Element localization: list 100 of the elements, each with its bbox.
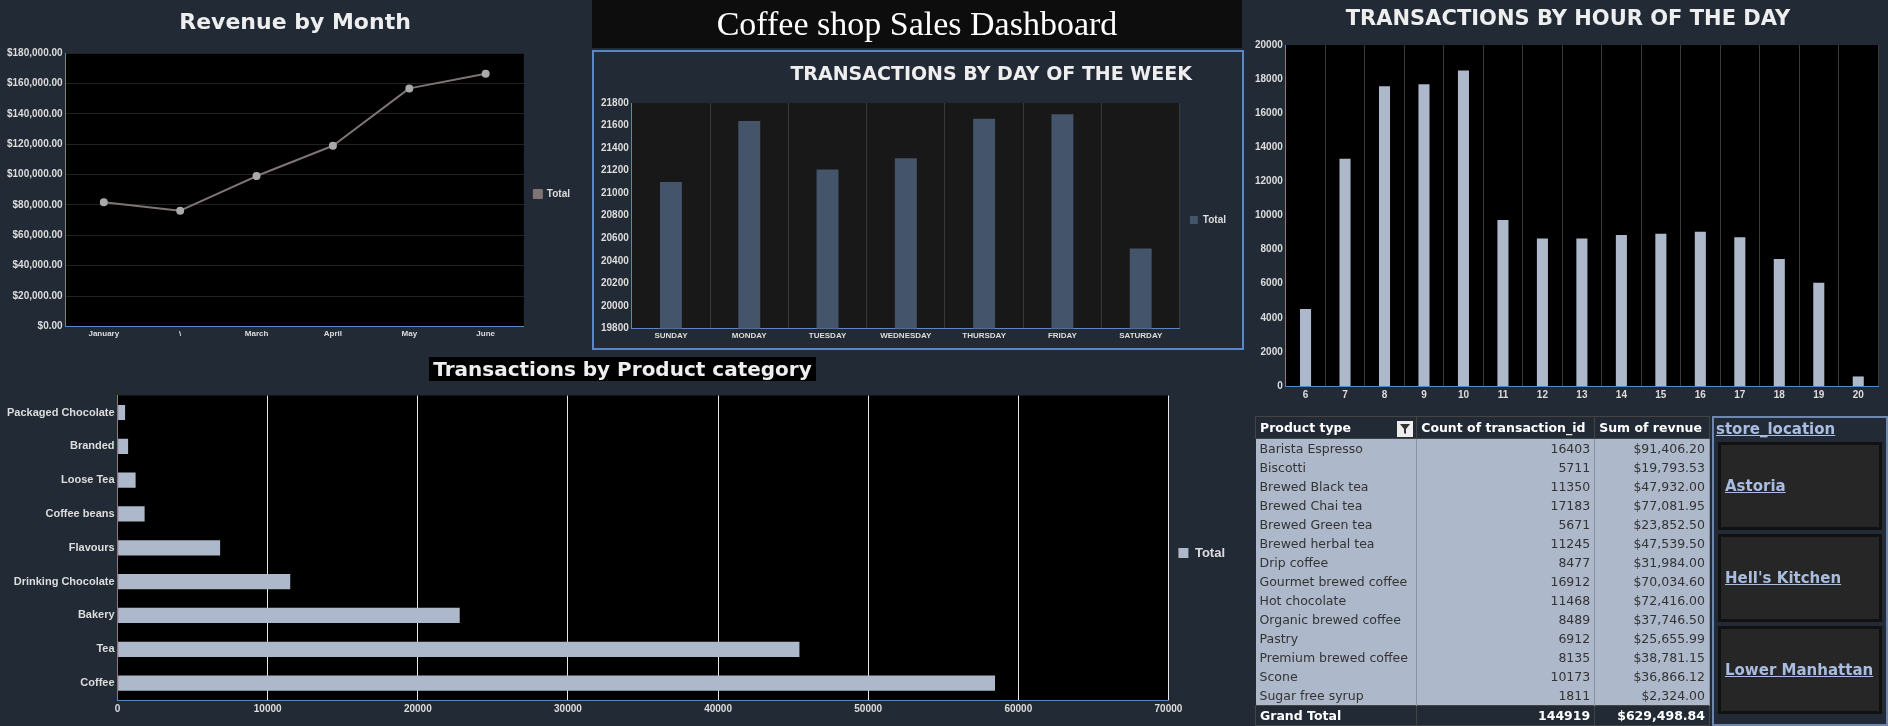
chart-title: TRANSACTIONS BY HOUR OF THE DAY	[1345, 6, 1791, 30]
y-tick-label: $80,000.00	[12, 198, 64, 210]
bar	[118, 506, 145, 522]
y-tick-label: 4000	[1260, 311, 1284, 323]
category-label: Organic brewed coffee	[1255, 610, 1417, 629]
text: $629,498.84	[1617, 708, 1705, 723]
y-tick-label: 2000	[1260, 345, 1284, 357]
category-label: Gourmet brewed coffee	[1255, 572, 1417, 591]
x-tick-label: 40000	[704, 702, 733, 714]
x-tick-label: 7	[1342, 388, 1349, 400]
category-label: Hot chocolate	[1255, 591, 1417, 610]
data-label: $23,852.50	[1594, 515, 1710, 534]
bar	[1773, 258, 1785, 386]
data-label: 16403	[1416, 438, 1595, 458]
legend-label: Total	[546, 187, 571, 199]
x-tick-label: March	[244, 329, 269, 339]
legend-label: Total	[1202, 213, 1227, 225]
y-tick-label: 20200	[601, 277, 630, 289]
x-tick-label: 10	[1457, 388, 1470, 400]
data-label: 5671	[1416, 515, 1595, 534]
x-tick-label: 6	[1302, 388, 1309, 400]
y-tick-label: $160,000.00	[6, 77, 64, 89]
bar	[1615, 234, 1627, 386]
y-tick-label: 12000	[1255, 175, 1284, 187]
data-label: 10173	[1416, 667, 1595, 686]
y-tick-label: Loose Tea	[61, 473, 116, 486]
data-label: $31,984.00	[1594, 553, 1710, 572]
category-label: Barista Espresso	[1255, 438, 1417, 458]
bar	[1576, 238, 1588, 386]
category-label: Pastry	[1255, 629, 1417, 648]
category-label: Brewed herbal tea	[1255, 534, 1417, 553]
x-tick-label: MONDAY	[731, 331, 768, 341]
x-tick-label: 11	[1497, 388, 1509, 400]
y-tick-label: 14000	[1255, 141, 1284, 153]
y-tick-label: Bakery	[77, 608, 116, 621]
y-tick-label: 21200	[601, 164, 630, 176]
x-tick-label: 15	[1655, 388, 1667, 400]
x-tick-label: 20	[1852, 388, 1865, 400]
bar	[1300, 309, 1312, 386]
x-tick-label: SATURDAY	[1119, 331, 1163, 341]
data-label: 6912	[1416, 629, 1595, 648]
data-label: 16912	[1416, 572, 1595, 591]
bar	[118, 438, 129, 454]
data-label: $19,793.53	[1594, 458, 1710, 477]
x-tick-label: 16	[1694, 388, 1707, 400]
data-label: 5711	[1416, 458, 1595, 477]
category-label: Scone	[1255, 667, 1417, 686]
y-tick-label: 18000	[1255, 72, 1284, 84]
y-tick-label: 6000	[1260, 277, 1284, 289]
text: Hell's Kitchen	[1725, 569, 1842, 587]
data-label: $72,416.00	[1594, 591, 1710, 610]
data-label: 11468	[1416, 591, 1595, 610]
y-tick-label: 20400	[601, 254, 630, 266]
data-label: $38,781.15	[1594, 648, 1710, 667]
y-tick-label: $40,000.00	[12, 259, 64, 271]
y-tick-label: 21000	[601, 186, 630, 198]
y-tick-label: Coffee	[80, 676, 115, 689]
x-tick-label: FRIDAY	[1047, 331, 1078, 341]
x-tick-label: 17	[1734, 388, 1746, 400]
data-label: $91,406.20	[1594, 438, 1710, 458]
bar	[118, 607, 460, 624]
bar	[118, 574, 291, 590]
bar	[118, 675, 996, 691]
y-tick-label: $140,000.00	[6, 107, 64, 119]
x-tick-label: \	[179, 329, 183, 339]
y-tick-label: 20000	[601, 299, 630, 311]
bar	[1418, 84, 1430, 386]
data-label: $77,081.95	[1594, 496, 1710, 515]
chart-title: TRANSACTIONS BY DAY OF THE WEEK	[790, 62, 1192, 84]
x-tick-label: 12	[1536, 388, 1549, 400]
data-label: $47,932.00	[1594, 477, 1710, 496]
data-label: $2,324.00	[1594, 686, 1710, 706]
text: Coffee shop Sales Dashboard	[592, 0, 1242, 48]
x-tick-label: SUNDAY	[654, 331, 689, 341]
y-tick-label: 16000	[1255, 106, 1284, 118]
data-label: 11245	[1416, 534, 1595, 553]
x-tick-label: WEDNESDAY	[880, 331, 933, 341]
y-tick-label: 19800	[601, 322, 630, 334]
y-tick-label: 20800	[601, 209, 630, 221]
y-tick-label: 21800	[601, 96, 630, 108]
text: Product type	[1255, 416, 1417, 439]
bar	[118, 641, 800, 657]
y-tick-label: 20000	[1255, 38, 1284, 50]
data-label: 8477	[1416, 553, 1595, 572]
series-label: Sum of revnue	[1594, 416, 1710, 439]
category-label: Biscotti	[1255, 458, 1417, 477]
x-tick-label: 13	[1576, 388, 1588, 400]
y-tick-label: Packaged Chocolate	[7, 405, 115, 418]
series-label: Count of transaction_id	[1416, 416, 1595, 439]
x-tick-label: 50000	[854, 702, 883, 714]
y-tick-label: 21600	[601, 119, 630, 131]
data-label: $70,034.60	[1594, 572, 1710, 591]
chart-title: Transactions by Product category	[429, 357, 816, 381]
bar	[1497, 220, 1509, 386]
x-tick-label: May	[401, 329, 418, 339]
category-label: Brewed Chai tea	[1255, 496, 1417, 515]
data-label: 11350	[1416, 477, 1595, 496]
y-tick-label: $120,000.00	[6, 137, 64, 149]
bar	[118, 540, 221, 556]
category-label: Brewed Black tea	[1255, 477, 1417, 496]
